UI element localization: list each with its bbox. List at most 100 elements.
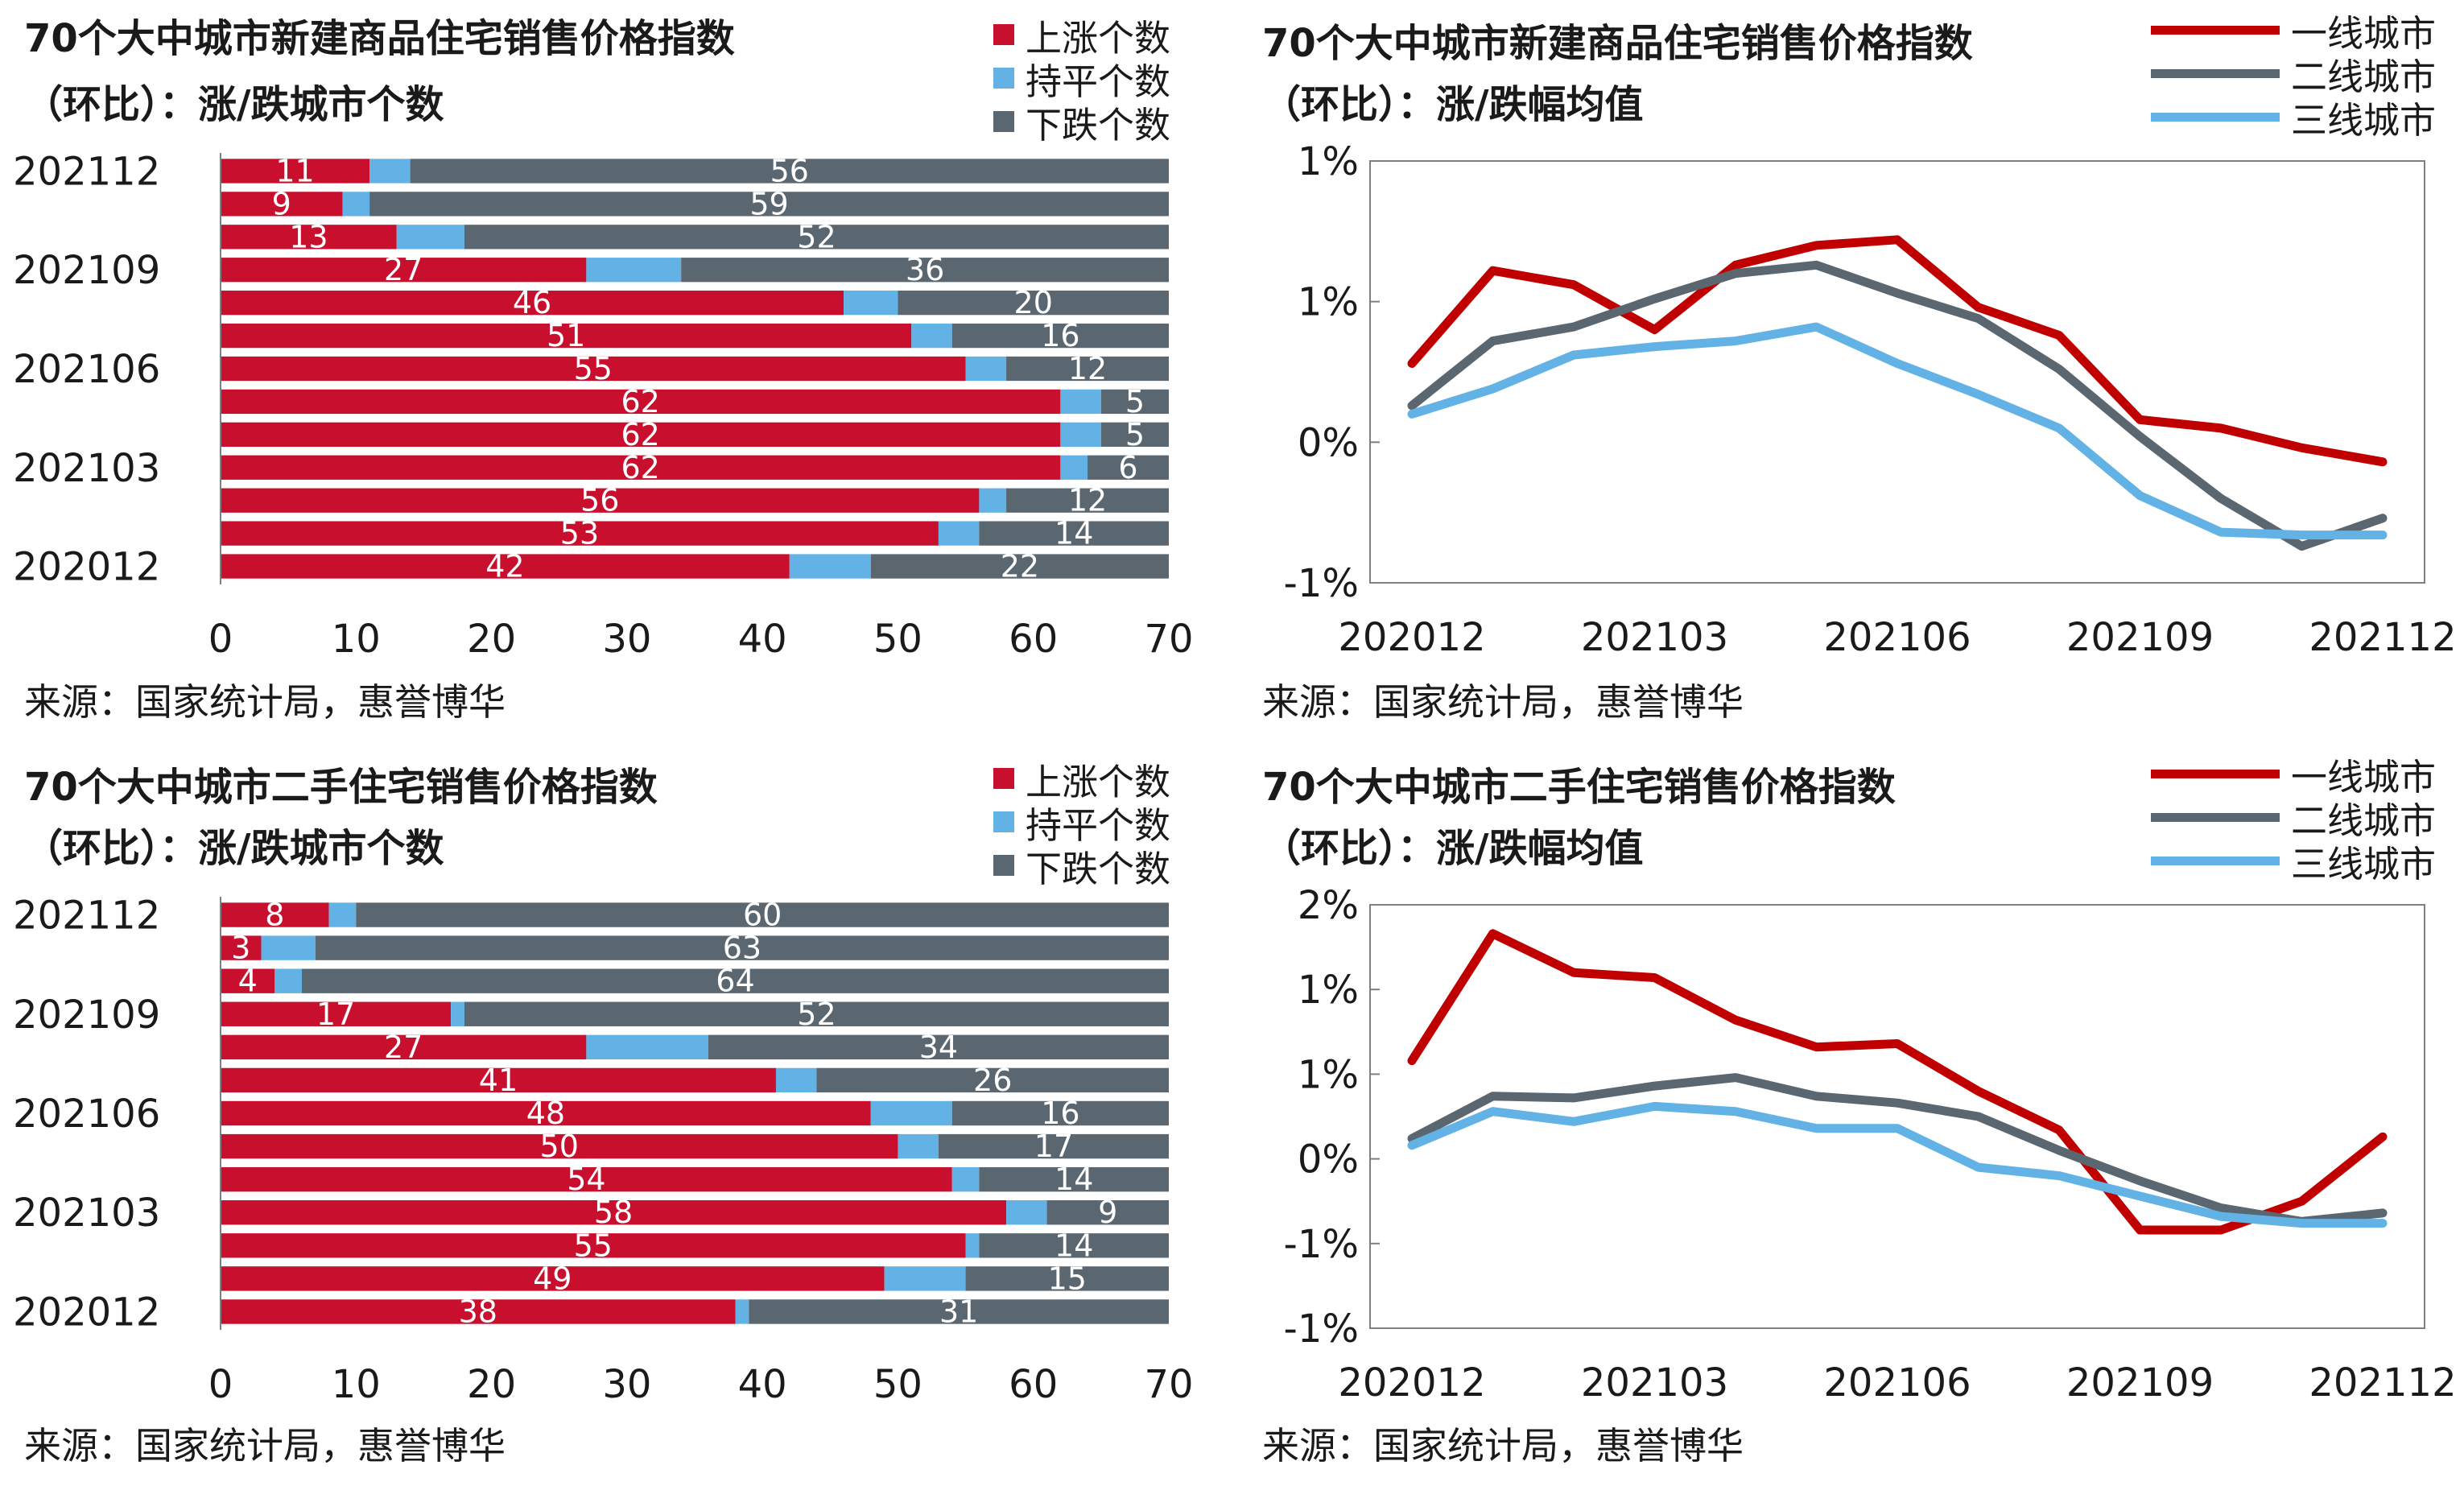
bar-segment (979, 488, 1007, 513)
bar-value-label: 14 (1055, 1228, 1093, 1263)
x-tick-label: 30 (602, 1362, 651, 1407)
chart-title-line2: （环比）：涨/跌幅均值 (1262, 82, 1644, 127)
bar-segment (951, 1166, 980, 1192)
bar-segment (369, 192, 1170, 217)
bar-value-label: 8 (265, 898, 284, 933)
bar-segment (586, 258, 682, 283)
bar-value-label: 27 (384, 252, 423, 287)
bar-segment (1100, 422, 1169, 447)
legend-line-tier3 (2151, 112, 2280, 122)
x-tick-label: 70 (1144, 617, 1193, 662)
bar-value-label: 13 (289, 219, 328, 254)
chart-title-line2: （环比）：涨/跌幅均值 (1262, 826, 1644, 871)
bar-segment (775, 1067, 817, 1093)
legend-line-tier2 (2151, 68, 2280, 78)
legend-label: 持平个数 (1026, 803, 1171, 847)
bar-value-label: 58 (594, 1195, 633, 1230)
chart-legend: 上涨个数 持平个数 下跌个数 (993, 757, 1170, 890)
x-tick-label: 202112 (2309, 1360, 2456, 1406)
bar-segment (396, 225, 464, 250)
bar-value-label: 11 (275, 153, 314, 188)
bar-value-label: 48 (526, 1096, 565, 1131)
y-tick-label: 1% (1298, 1052, 1359, 1097)
bar-segment (221, 1001, 452, 1026)
bar-value-label: 16 (1041, 318, 1079, 353)
series-line-tier3 (1407, 322, 2388, 540)
bar-segment (586, 1034, 708, 1060)
x-tick-label: 202109 (2066, 615, 2214, 660)
bar-segment (938, 521, 980, 546)
bar-segment (451, 1001, 464, 1026)
bar-segment (221, 323, 912, 349)
legend-line-tier1 (2151, 25, 2280, 35)
legend-label: 持平个数 (1026, 60, 1171, 103)
bar-value-label: 56 (770, 153, 809, 188)
x-tick-label: 202103 (1581, 615, 1728, 660)
bar-value-label: 20 (1014, 285, 1053, 320)
legend-label: 三线城市 (2291, 98, 2437, 142)
y-tick-label: -1% (1284, 1306, 1359, 1352)
bar-value-label: 50 (540, 1129, 579, 1164)
series-line-tier3 (1407, 1101, 2388, 1228)
x-tick-label: 0 (208, 617, 233, 662)
bar-segment (221, 935, 262, 960)
legend-line-tier2 (2151, 812, 2280, 822)
y-tick-label: 202012 (13, 1290, 160, 1335)
legend-swatch-fall (993, 855, 1014, 876)
y-tick-label: 202106 (13, 347, 160, 392)
legend-swatch-rise (993, 24, 1014, 45)
bar-segment (221, 902, 329, 927)
bar-value-label: 51 (547, 318, 585, 353)
legend-label: 下跌个数 (1026, 103, 1171, 147)
bar-segment (464, 225, 1169, 250)
legend-item-tier1: 一线城市 (2151, 752, 2436, 799)
bar-segment (1006, 356, 1169, 382)
bar-value-label: 59 (749, 186, 788, 221)
legend-item-flat: 持平个数 (993, 800, 1170, 847)
bar-segment (301, 968, 1169, 993)
bar-segment (1006, 1200, 1047, 1225)
legend-item-tier2: 二线城市 (2151, 52, 2436, 98)
bar-value-label: 53 (560, 516, 599, 551)
source-note: 来源：国家统计局，惠誉博华 (24, 680, 506, 724)
bar-value-label: 27 (384, 1030, 423, 1065)
bar-segment (221, 968, 275, 993)
chart-title-line1: 70个大中城市新建商品住宅销售价格指数 (1262, 21, 1973, 66)
chart-title-line2: （环比）：涨/跌城市个数 (24, 826, 444, 871)
bar-value-label: 12 (1068, 483, 1107, 518)
bar-segment (221, 1133, 898, 1159)
legend-item-rise: 上涨个数 (993, 13, 1170, 60)
legend-item-tier3: 三线城市 (2151, 95, 2436, 142)
plot-frame (1369, 904, 2425, 1329)
bar-segment (221, 159, 370, 184)
chart-title-line1: 70个大中城市新建商品住宅销售价格指数 (24, 16, 735, 61)
x-tick-label: 202106 (1823, 1360, 1971, 1406)
y-tick-label: 2% (1298, 883, 1359, 928)
bar-segment (911, 323, 952, 349)
legend-line-tier1 (2151, 769, 2280, 778)
x-tick-label: 202109 (2066, 1360, 2214, 1406)
y-tick-label: 1% (1298, 968, 1359, 1013)
bar-value-label: 52 (797, 997, 836, 1032)
bar-value-label: 64 (716, 964, 754, 999)
y-tick-label: 202112 (13, 894, 160, 939)
y-tick-label: 202103 (13, 446, 160, 491)
y-tick-label: 202106 (13, 1092, 160, 1137)
bar-segment (979, 1233, 1169, 1258)
legend-item-fall: 下跌个数 (993, 100, 1170, 147)
bar-segment (221, 1100, 871, 1126)
legend-label: 下跌个数 (1026, 847, 1171, 890)
bar-segment (342, 192, 370, 217)
bar-segment (789, 554, 871, 579)
bar-segment (221, 225, 397, 250)
series-line-tier2 (1407, 1073, 2388, 1226)
bar-segment (979, 521, 1169, 546)
legend-line-tier3 (2151, 856, 2280, 865)
x-tick-label: 10 (332, 617, 381, 662)
bar-segment (1060, 389, 1101, 415)
x-tick-label: 20 (467, 1362, 516, 1407)
bar-value-label: 42 (485, 549, 524, 584)
bar-segment (221, 422, 1061, 447)
bar-segment (816, 1067, 1169, 1093)
